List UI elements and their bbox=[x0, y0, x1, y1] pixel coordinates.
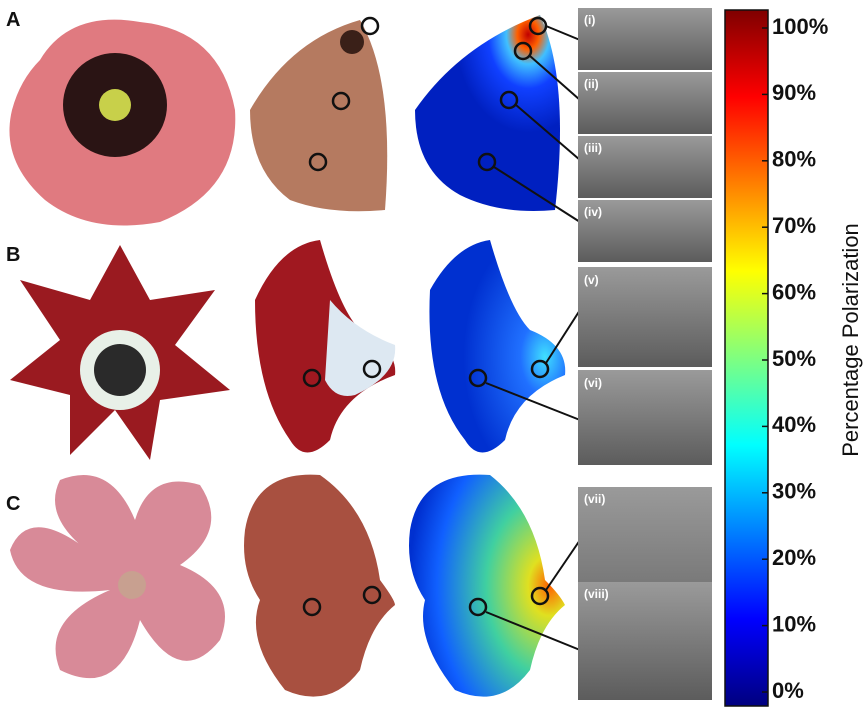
tick-label: 10% bbox=[772, 611, 816, 636]
colorbar-gradient bbox=[725, 10, 768, 706]
polarization-map bbox=[429, 240, 565, 453]
mallow-flower bbox=[10, 475, 225, 678]
petal bbox=[250, 20, 387, 211]
flower-center bbox=[118, 571, 146, 599]
petal bbox=[244, 475, 395, 697]
tick-label: 0% bbox=[772, 678, 804, 703]
polarization-map bbox=[409, 475, 565, 697]
colorbar-title: Percentage Polarization bbox=[838, 223, 863, 457]
panel-label: A bbox=[6, 9, 20, 31]
inset-label: (iv) bbox=[584, 205, 602, 219]
tick-label: 30% bbox=[772, 479, 816, 504]
figure: A (i) (ii) (iii) (iv) B bbox=[0, 0, 865, 709]
tick-label: 50% bbox=[772, 346, 816, 371]
inset-label: (vi) bbox=[584, 376, 602, 390]
leader-line bbox=[546, 540, 580, 590]
row-b: B (v) (vi) bbox=[6, 240, 712, 465]
tick-label: 20% bbox=[772, 545, 816, 570]
sem-inset bbox=[578, 8, 712, 70]
inset-label: (iii) bbox=[584, 141, 602, 155]
inset-label: (viii) bbox=[584, 587, 609, 601]
tick-label: 70% bbox=[772, 213, 816, 238]
petal-spot bbox=[340, 30, 364, 54]
leader-line bbox=[546, 310, 580, 363]
tick-label: 40% bbox=[772, 412, 816, 437]
row-a: A (i) (ii) (iii) (iv) bbox=[6, 8, 712, 262]
leader-line bbox=[546, 26, 580, 40]
tick-label: 60% bbox=[772, 279, 816, 304]
polarization-map bbox=[415, 15, 560, 211]
tick-label: 90% bbox=[772, 80, 816, 105]
inset-label: (ii) bbox=[584, 77, 599, 91]
row-c: C (vii) (viii) bbox=[6, 475, 712, 700]
tick-label: 100% bbox=[772, 14, 828, 39]
sample-ring bbox=[362, 18, 378, 34]
tick-label: 80% bbox=[772, 147, 816, 172]
inset-label: (vii) bbox=[584, 492, 605, 506]
pistil bbox=[99, 89, 131, 121]
colorbar: Percentage Polarization 0% 10% 20% 30% 40% 50… bbox=[725, 10, 863, 706]
panel-label: C bbox=[6, 493, 20, 515]
panel-label: B bbox=[6, 244, 20, 266]
inset-label: (i) bbox=[584, 13, 595, 27]
inset-label: (v) bbox=[584, 273, 599, 287]
flower-center bbox=[94, 344, 146, 396]
petal-base bbox=[325, 300, 395, 396]
